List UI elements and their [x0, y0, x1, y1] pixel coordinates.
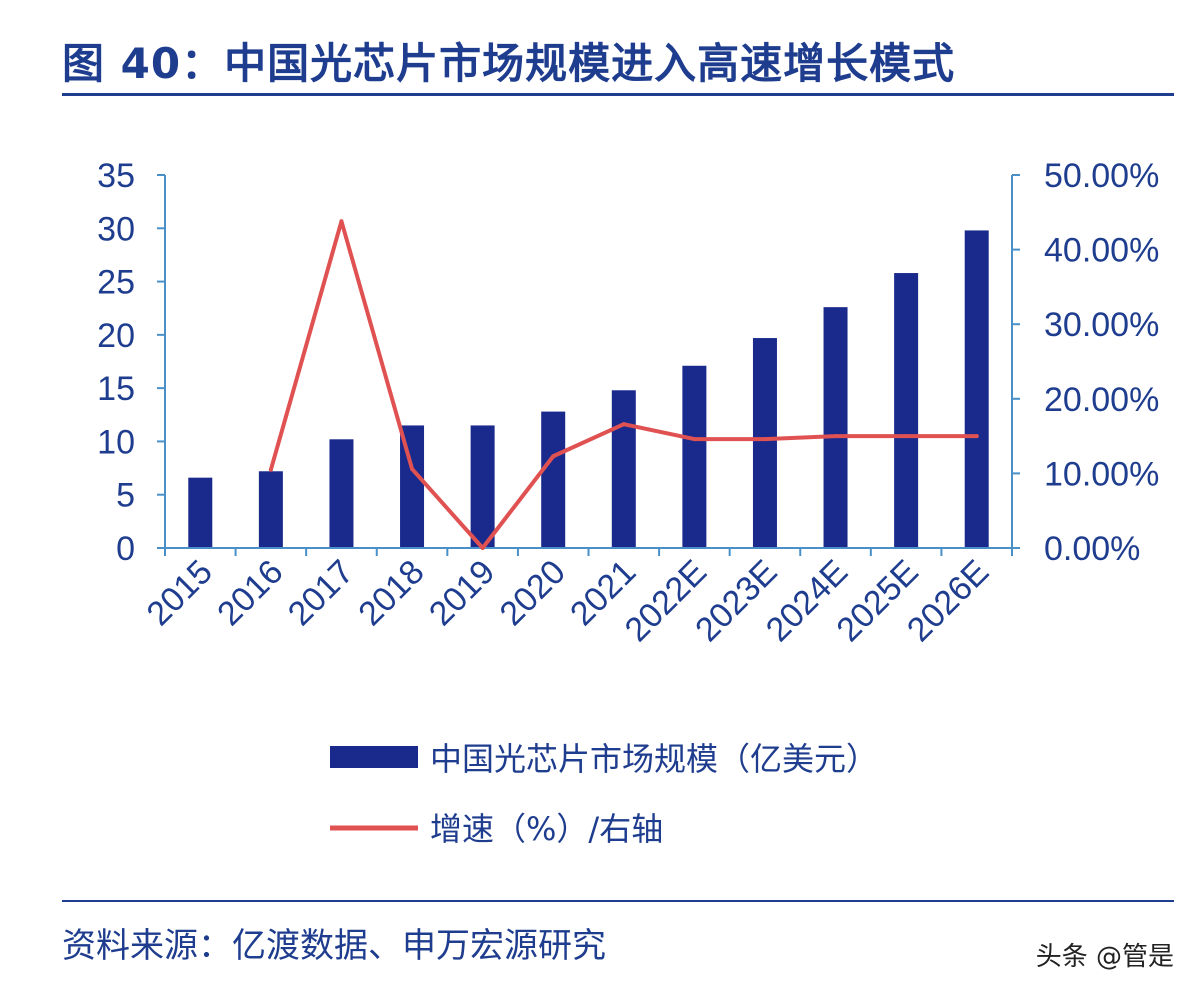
right-tick-label: 10.00%: [1044, 455, 1159, 493]
growth-point-2024E: [833, 434, 838, 439]
right-tick-label: 50.00%: [1044, 157, 1159, 195]
chart-title: 图 40：中国光芯片市场规模进入高速增长模式: [62, 39, 956, 88]
growth-point-2017: [339, 219, 344, 224]
x-tick-label: 2020: [493, 553, 573, 633]
growth-point-2021: [621, 422, 626, 427]
left-tick-label: 5: [116, 477, 135, 515]
growth-point-2025E: [904, 434, 909, 439]
bar-2025E: [894, 273, 919, 548]
x-tick-label: 2016: [210, 553, 290, 633]
growth-point-2019: [480, 546, 485, 550]
bar-2024E: [823, 307, 848, 548]
bar-2023E: [752, 338, 777, 548]
left-tick-label: 20: [97, 317, 135, 355]
left-tick-label: 0: [116, 530, 135, 568]
right-tick-label: 30.00%: [1044, 306, 1159, 344]
legend-bar-swatch: [330, 746, 418, 768]
footer-rule: [62, 900, 1174, 902]
bar-2016: [258, 471, 283, 548]
combo-chart: 0 5 10 15 20 25 30 35 0.00% 10.00% 20.00% 30.00% 40.…: [97, 157, 1159, 848]
left-tick-label: 25: [97, 264, 135, 302]
right-tick-label: 20.00%: [1044, 381, 1159, 419]
left-tick-label: 10: [97, 423, 135, 461]
title-underline: [62, 93, 1174, 96]
legend-group: 中国光芯片市场规模（亿美元） 增速（%）/右轴: [330, 740, 878, 848]
x-tick-label: 2015: [140, 553, 220, 633]
growth-point-2022E: [692, 437, 697, 442]
bar-2020: [541, 411, 566, 548]
watermark: 头条 @管是: [1035, 942, 1174, 972]
growth-point-2026E: [974, 434, 979, 439]
x-tick-label: 2018: [351, 553, 431, 633]
legend-line-label: 增速（%）/右轴: [430, 810, 663, 848]
bar-2015: [188, 477, 213, 548]
growth-point-2023E: [762, 437, 767, 442]
growth-point-2018: [410, 466, 415, 471]
growth-point-2020: [551, 454, 556, 459]
growth-point-2016: [268, 467, 273, 472]
source-note: 资料来源：亿渡数据、申万宏源研究: [62, 926, 606, 966]
legend-bar-label: 中国光芯片市场规模（亿美元）: [430, 740, 878, 778]
x-tick-label: 2026E: [900, 553, 996, 649]
left-tick-label: 30: [97, 210, 135, 248]
left-tick-label: 35: [97, 157, 135, 195]
x-tick-label: 2017: [281, 553, 361, 633]
right-tick-label: 0.00%: [1044, 530, 1140, 568]
left-tick-label: 15: [97, 370, 135, 408]
bar-2021: [611, 390, 636, 548]
bar-2022E: [682, 365, 707, 548]
growth-line-group: [268, 219, 979, 550]
bars-group: [188, 230, 989, 548]
bar-2019: [470, 425, 495, 548]
bar-2026E: [964, 230, 989, 548]
bar-2017: [329, 439, 354, 548]
x-tick-label: 2019: [422, 553, 502, 633]
right-tick-label: 40.00%: [1044, 232, 1159, 270]
